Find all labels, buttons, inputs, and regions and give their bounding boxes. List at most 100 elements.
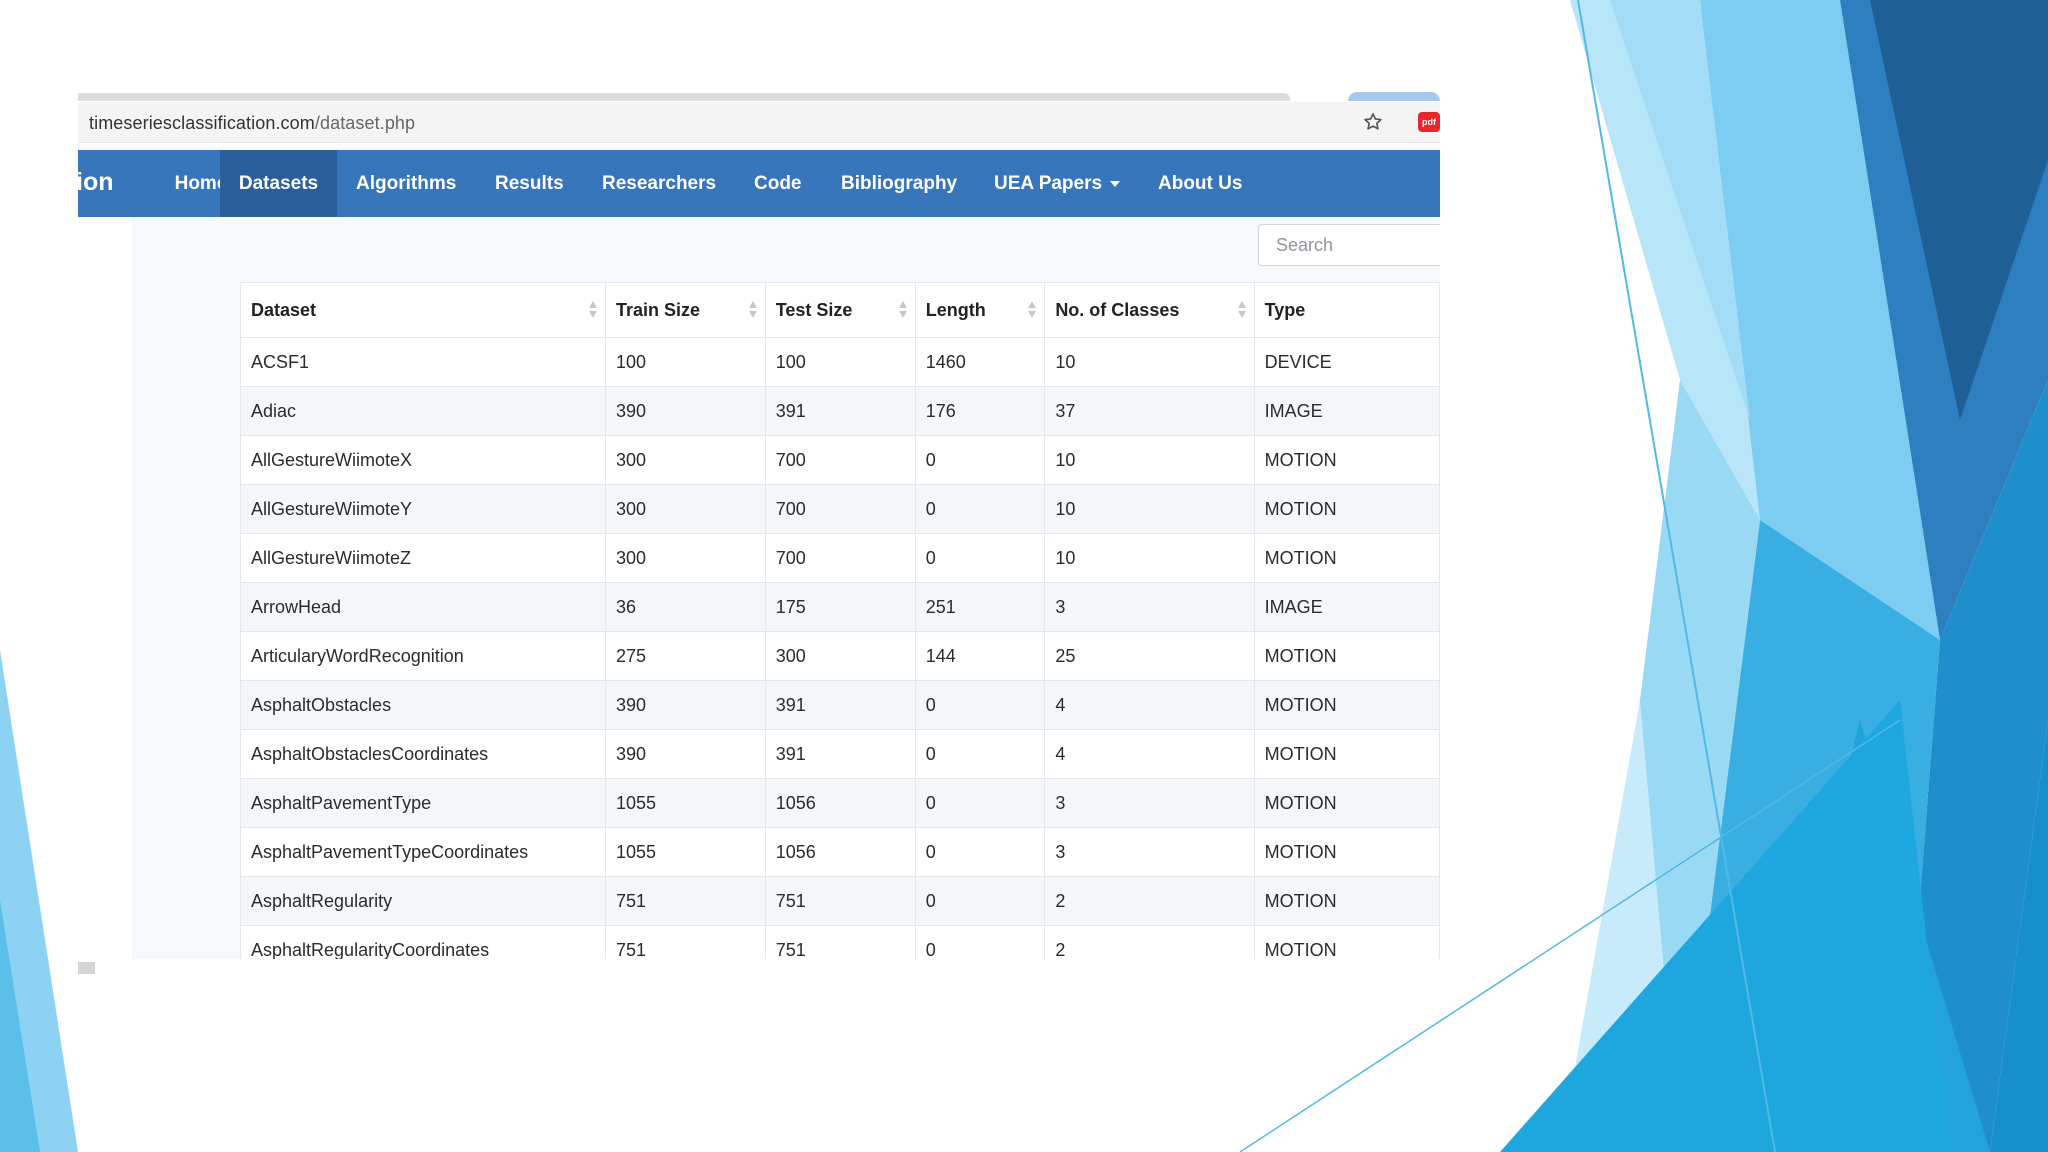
- column-header-type[interactable]: Type: [1253, 282, 1440, 338]
- table-cell: 10: [1044, 337, 1255, 387]
- nav-code[interactable]: Code: [754, 150, 802, 217]
- table-cell: MOTION: [1253, 827, 1440, 877]
- table-cell: MOTION: [1253, 533, 1440, 583]
- sort-icon: [588, 301, 597, 319]
- nav-researchers[interactable]: Researchers: [602, 150, 716, 217]
- column-header-label: Type: [1264, 299, 1306, 320]
- url-path: /dataset.php: [314, 113, 416, 133]
- table-cell: 175: [764, 582, 916, 632]
- table-cell: AsphaltObstacles: [240, 680, 606, 730]
- table-cell: 700: [764, 484, 916, 534]
- nav-home-label: Home: [174, 173, 228, 194]
- table-row[interactable]: AsphaltObstacles 390 391 0 4 MOTION: [240, 680, 1440, 730]
- table-cell: 1460: [914, 337, 1046, 387]
- url-text[interactable]: timeseriesclassification.com/dataset.php: [89, 113, 415, 134]
- table-row[interactable]: AsphaltPavementType 1055 1056 0 3 MOTION: [240, 778, 1440, 828]
- site-brand[interactable]: ion: [78, 168, 114, 196]
- table-cell: 2: [1044, 876, 1255, 926]
- table-cell: 700: [764, 435, 916, 485]
- table-cell: 0: [914, 876, 1046, 926]
- table-cell: 251: [914, 582, 1046, 632]
- column-header-dataset[interactable]: Dataset: [240, 282, 606, 338]
- nav-about-us[interactable]: About Us: [1158, 150, 1242, 217]
- browser-tab-strip: [78, 92, 1440, 101]
- table-cell: 100: [764, 337, 916, 387]
- table-cell: AsphaltRegularity: [240, 876, 606, 926]
- table-cell: 300: [604, 484, 766, 534]
- browser-tab-secondary[interactable]: [1348, 92, 1440, 101]
- table-row[interactable]: AllGestureWiimoteZ 300 700 0 10 MOTION: [240, 533, 1440, 583]
- nav-uea-papers[interactable]: UEA Papers: [994, 150, 1121, 217]
- table-cell: 390: [604, 386, 766, 436]
- horizontal-scrollbar[interactable]: [78, 959, 1440, 974]
- table-cell: 0: [914, 778, 1046, 828]
- table-cell: 4: [1044, 680, 1255, 730]
- site-navbar: ion Home Datasets Algorithms Results Res…: [78, 150, 1440, 217]
- table-row[interactable]: ACSF1 100 100 1460 10 DEVICE: [240, 337, 1440, 387]
- scrollbar-thumb[interactable]: [78, 962, 95, 974]
- table-cell: 300: [604, 435, 766, 485]
- table-row[interactable]: AllGestureWiimoteY 300 700 0 10 MOTION: [240, 484, 1440, 534]
- column-header-test-size[interactable]: Test Size: [764, 282, 916, 338]
- sort-icon: [1237, 301, 1246, 319]
- table-cell: 36: [604, 582, 766, 632]
- table-cell: 751: [604, 876, 766, 926]
- nav-bibliography-label: Bibliography: [841, 173, 958, 194]
- browser-tab[interactable]: [78, 93, 1290, 101]
- table-cell: MOTION: [1253, 778, 1440, 828]
- table-row[interactable]: AsphaltPavementTypeCoordinates 1055 1056 0 3…: [240, 827, 1440, 877]
- table-cell: 751: [764, 876, 916, 926]
- table-cell: 37: [1044, 386, 1255, 436]
- column-header-label: Dataset: [251, 299, 317, 320]
- table-cell: 0: [914, 680, 1046, 730]
- table-cell: 1055: [604, 827, 766, 877]
- column-header-label: Length: [925, 299, 986, 320]
- search-input[interactable]: [1258, 224, 1440, 266]
- table-cell: 390: [604, 680, 766, 730]
- nav-algorithms-label: Algorithms: [356, 173, 457, 194]
- nav-bibliography[interactable]: Bibliography: [841, 150, 957, 217]
- column-header-length[interactable]: Length: [914, 282, 1046, 338]
- address-bar[interactable]: timeseriesclassification.com/dataset.php…: [78, 102, 1440, 143]
- dataset-table: Dataset Train Size Test Size Length No. …: [240, 282, 1440, 974]
- column-header-train-size[interactable]: Train Size: [604, 282, 766, 338]
- table-body: ACSF1 100 100 1460 10 DEVICE Adiac 390 391 176 37 I…: [240, 337, 1440, 974]
- table-cell: 3: [1044, 582, 1255, 632]
- table-row[interactable]: AsphaltRegularity 751 751 0 2 MOTION: [240, 876, 1440, 926]
- page-content: Dataset Train Size Test Size Length No. …: [78, 217, 1440, 974]
- table-header-row: Dataset Train Size Test Size Length No. …: [240, 282, 1440, 338]
- nav-algorithms[interactable]: Algorithms: [356, 150, 456, 217]
- table-cell: MOTION: [1253, 876, 1440, 926]
- table-cell: 0: [914, 435, 1046, 485]
- table-cell: 144: [914, 631, 1046, 681]
- table-row[interactable]: Adiac 390 391 176 37 IMAGE: [240, 386, 1440, 436]
- star-icon[interactable]: [1362, 111, 1384, 133]
- table-cell: 100: [604, 337, 766, 387]
- table-cell: AllGestureWiimoteZ: [240, 533, 606, 583]
- nav-home[interactable]: Home: [148, 150, 254, 217]
- nav-results[interactable]: Results: [495, 150, 564, 217]
- table-row[interactable]: AsphaltObstaclesCoordinates 390 391 0 4 MOTIO…: [240, 729, 1440, 779]
- nav-datasets[interactable]: Datasets: [220, 150, 337, 217]
- table-cell: 300: [764, 631, 916, 681]
- table-cell: 3: [1044, 827, 1255, 877]
- column-header-label: Test Size: [775, 299, 853, 320]
- table-cell: 4: [1044, 729, 1255, 779]
- table-cell: 0: [914, 729, 1046, 779]
- table-row[interactable]: ArticularyWordRecognition 275 300 144 25 MOTI…: [240, 631, 1440, 681]
- table-cell: 1056: [764, 778, 916, 828]
- column-header-label: No. of Classes: [1055, 299, 1180, 320]
- extension-icon[interactable]: pdf: [1418, 112, 1440, 132]
- table-row[interactable]: ArrowHead 36 175 251 3 IMAGE: [240, 582, 1440, 632]
- table-cell: MOTION: [1253, 435, 1440, 485]
- nav-about-us-label: About Us: [1158, 173, 1243, 194]
- table-cell: 391: [764, 729, 916, 779]
- column-header-classes[interactable]: No. of Classes: [1044, 282, 1255, 338]
- table-cell: ACSF1: [240, 337, 606, 387]
- table-cell: MOTION: [1253, 631, 1440, 681]
- table-row[interactable]: AllGestureWiimoteX 300 700 0 10 MOTION: [240, 435, 1440, 485]
- table-cell: 0: [914, 484, 1046, 534]
- table-cell: IMAGE: [1253, 582, 1440, 632]
- table-cell: 10: [1044, 533, 1255, 583]
